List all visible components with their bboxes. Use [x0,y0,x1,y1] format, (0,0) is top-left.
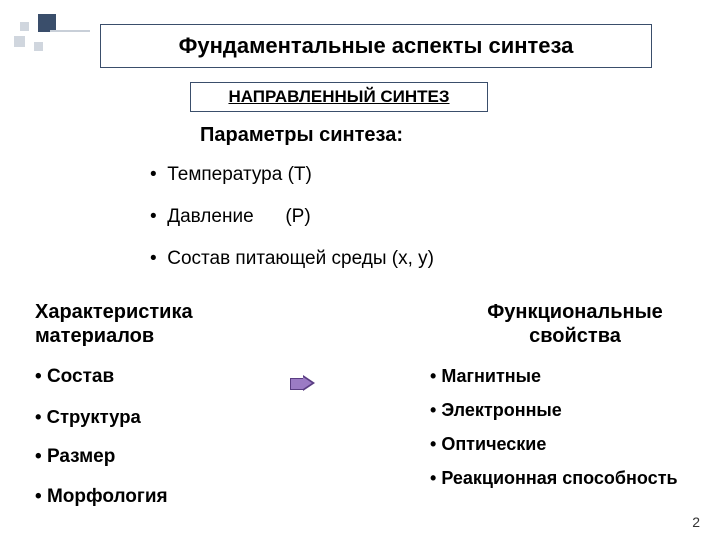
left-item-text: Размер [47,446,115,467]
param-var: (x, y) [392,248,434,270]
param-item: • Давление (Р) [150,206,311,228]
param-var: (Т) [288,164,312,186]
left-item-text: Состав [47,366,114,387]
param-label: Температура [167,164,282,185]
right-item-text: Электронные [441,400,562,420]
right-item: • Реакционная способность [430,468,678,489]
arrow-icon [290,376,320,390]
slide-subtitle: НАПРАВЛЕННЫЙ СИНТЕЗ [190,82,488,112]
right-item: • Электронные [430,400,562,421]
right-head-l2: свойства [529,325,621,347]
left-item: • Состав [35,366,114,388]
left-item: • Размер [35,446,115,468]
right-item: • Оптические [430,434,546,455]
right-item-text: Реакционная способность [441,468,677,488]
right-head-l1: Функциональные [487,301,663,323]
left-head-l2: материалов [35,325,154,347]
right-column-heading: Функциональные свойства [450,300,700,348]
param-item: • Температура (Т) [150,164,312,186]
param-label: Состав питающей среды [167,248,386,269]
right-item-text: Оптические [441,434,546,454]
left-head-l1: Характеристика [35,301,193,323]
left-item: • Морфология [35,486,168,508]
corner-line [50,30,90,32]
param-label: Давление [167,206,253,227]
slide-title: Фундаментальные аспекты синтеза [100,24,652,68]
corner-decoration [14,14,74,64]
param-item: • Состав питающей среды (x, y) [150,248,434,270]
left-item-text: Морфология [47,486,168,507]
left-item: • Структура [35,406,141,428]
left-item-text: Структура [47,406,141,427]
page-number: 2 [692,514,700,530]
right-item: • Магнитные [430,366,541,387]
param-var: (Р) [285,206,310,228]
left-column-heading: Характеристика материалов [35,300,193,348]
right-item-text: Магнитные [441,366,541,386]
params-heading: Параметры синтеза: [200,124,403,147]
